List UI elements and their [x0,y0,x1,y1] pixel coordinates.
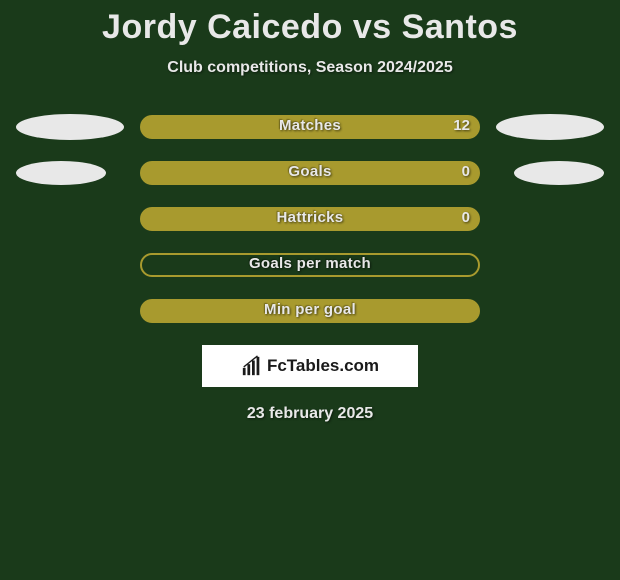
stat-label: Matches [140,117,480,134]
chart-icon [241,355,263,377]
stat-row: Min per goal [0,299,620,327]
stat-label: Hattricks [140,209,480,226]
subtitle: Club competitions, Season 2024/2025 [0,59,620,77]
player2-name: Santos [402,8,518,46]
comparison-title: Jordy Caicedo vs Santos [0,0,620,47]
player2-oval [514,161,604,185]
logo-box: FcTables.com [202,345,418,387]
player2-oval [496,114,604,140]
stat-row: Goals0 [0,161,620,189]
stat-label: Goals [140,163,480,180]
player1-name: Jordy Caicedo [102,8,343,46]
player1-oval [16,161,106,185]
vs-text: vs [353,8,392,46]
stats-container: Matches12Goals0Hattricks0Goals per match… [0,115,620,327]
stat-row: Goals per match [0,253,620,281]
stat-label: Min per goal [140,301,480,318]
stat-label: Goals per match [140,255,480,272]
logo-text: FcTables.com [267,356,379,376]
stat-value: 12 [453,117,470,134]
stat-row: Matches12 [0,115,620,143]
stat-value: 0 [462,209,470,226]
player1-oval [16,114,124,140]
stat-value: 0 [462,163,470,180]
stat-row: Hattricks0 [0,207,620,235]
date-text: 23 february 2025 [0,405,620,423]
